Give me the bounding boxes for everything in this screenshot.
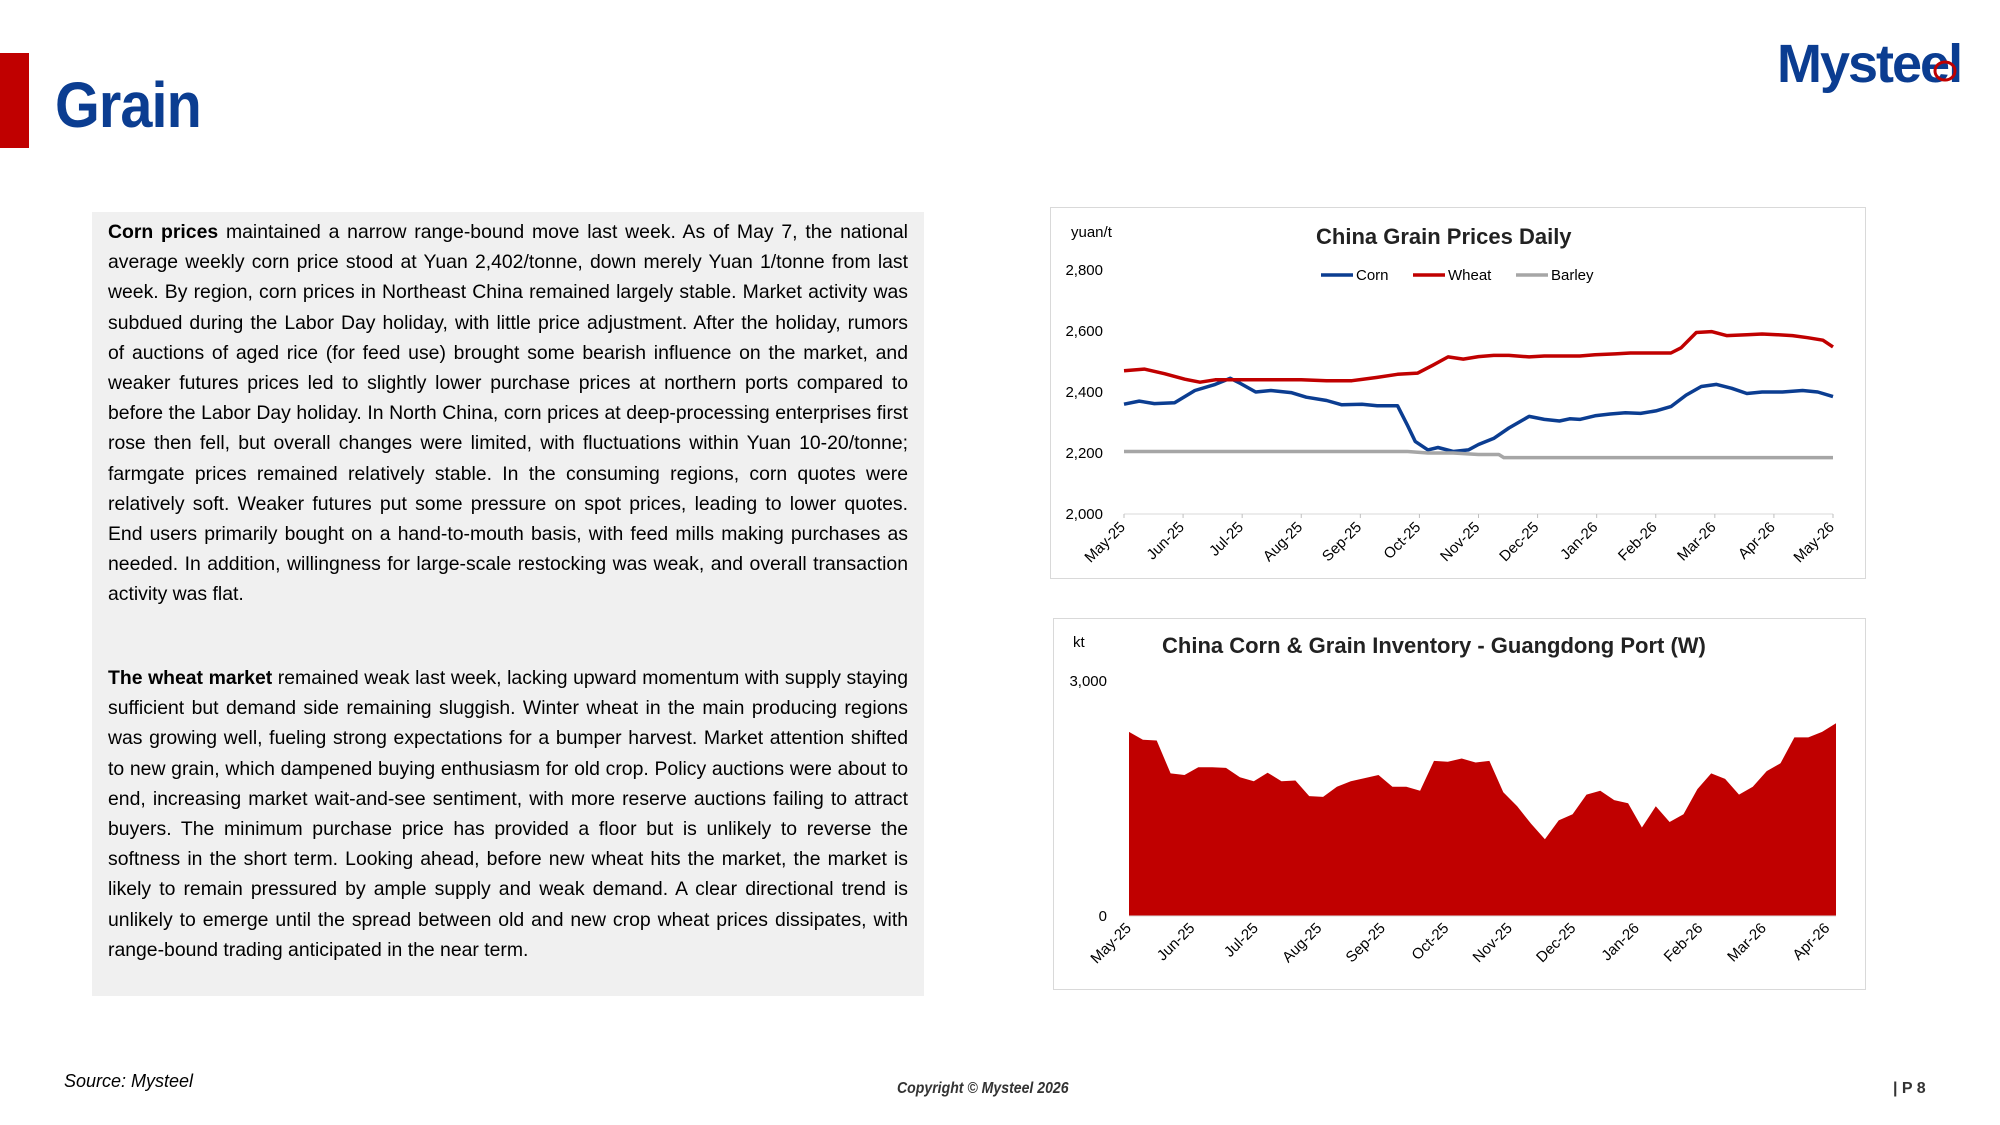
logo-text: Mysteel	[1777, 36, 1961, 94]
corn-commentary: Corn prices maintained a narrow range-bo…	[108, 217, 908, 610]
x-tick-label: Feb-26	[1661, 920, 1707, 966]
title-accent-bar	[0, 53, 29, 148]
x-tick-label: Jul-25	[1206, 519, 1247, 560]
series-line-wheat	[1123, 329, 1834, 384]
series-line-corn	[1123, 376, 1834, 454]
x-tick-label: Oct-25	[1408, 920, 1452, 964]
page-title: Grain	[55, 69, 202, 141]
x-tick-label: Dec-25	[1496, 519, 1542, 565]
x-tick-label: Oct-25	[1380, 519, 1424, 563]
source-note: Source: Mysteel	[64, 1071, 194, 1091]
x-tick-label: Sep-25	[1319, 519, 1365, 565]
grain-prices-svg: China Grain Prices Daily yuan/t 2,000 2,200…	[1065, 224, 1837, 566]
x-tick-label: Nov-25	[1437, 519, 1483, 565]
logo-swoosh-icon	[1933, 60, 1957, 82]
legend-label-barley: Barley	[1551, 267, 1594, 284]
x-tick-label: Jun-25	[1143, 519, 1187, 563]
chart-title: China Grain Prices Daily	[1316, 224, 1572, 249]
x-tick-label: Sep-25	[1343, 920, 1389, 966]
page-number: | P 8	[1893, 1080, 1926, 1097]
legend-label-corn: Corn	[1356, 267, 1389, 284]
x-tick-label: Apr-26	[1789, 920, 1833, 964]
inventory-svg: China Corn & Grain Inventory - Guangdong…	[1069, 633, 1836, 967]
y-tick-label: 2,800	[1065, 262, 1103, 279]
wheat-lead: The wheat market	[108, 667, 273, 689]
x-tick-label: Mar-26	[1674, 519, 1720, 565]
x-tick-label: Aug-25	[1260, 519, 1306, 565]
wheat-commentary: The wheat market remained weak last week…	[108, 663, 908, 965]
inventory-chart: China Corn & Grain Inventory - Guangdong…	[1053, 618, 1866, 990]
corn-lead: Corn prices	[108, 221, 219, 243]
x-tick-label: Apr-26	[1735, 519, 1779, 563]
x-tick-label: Nov-25	[1470, 920, 1516, 966]
x-tick-label: May-26	[1790, 519, 1837, 566]
y-tick-label: 2,600	[1065, 323, 1103, 340]
series-line-barley	[1124, 449, 1833, 460]
inventory-area	[1129, 723, 1836, 916]
y-axis-unit: kt	[1073, 634, 1086, 651]
legend-label-wheat: Wheat	[1448, 267, 1492, 284]
y-tick-label: 2,000	[1065, 506, 1103, 523]
grain-prices-chart: China Grain Prices Daily yuan/t 2,000 2,200…	[1050, 207, 1866, 579]
x-tick-label: May-25	[1087, 920, 1134, 967]
y-axis-unit: yuan/t	[1071, 224, 1113, 241]
commentary-panel: Corn prices maintained a narrow range-bo…	[92, 212, 924, 996]
x-tick-label: Jan-26	[1598, 920, 1642, 964]
x-tick-label: Feb-26	[1615, 519, 1661, 565]
y-tick-label: 2,400	[1065, 384, 1103, 401]
copyright-note: Copyright © Mysteel 2026	[897, 1080, 1069, 1097]
corn-body: maintained a narrow range-bound move las…	[108, 221, 908, 606]
y-tick-label: 3,000	[1069, 673, 1107, 690]
x-tick-label: Dec-25	[1533, 920, 1579, 966]
x-tick-label: Jan-26	[1557, 519, 1601, 563]
x-tick-label: May-25	[1081, 519, 1128, 566]
x-tick-label: Mar-26	[1724, 920, 1770, 966]
y-tick-label: 0	[1099, 908, 1107, 925]
wheat-body: remained weak last week, lacking upward …	[108, 667, 908, 961]
chart-title: China Corn & Grain Inventory - Guangdong…	[1162, 633, 1706, 658]
x-tick-label: Jun-25	[1154, 920, 1198, 964]
x-tick-label: Jul-25	[1221, 920, 1262, 961]
x-tick-label: Aug-25	[1279, 920, 1325, 966]
mysteel-logo: Mysteel	[1775, 34, 1975, 102]
y-tick-label: 2,200	[1065, 445, 1103, 462]
